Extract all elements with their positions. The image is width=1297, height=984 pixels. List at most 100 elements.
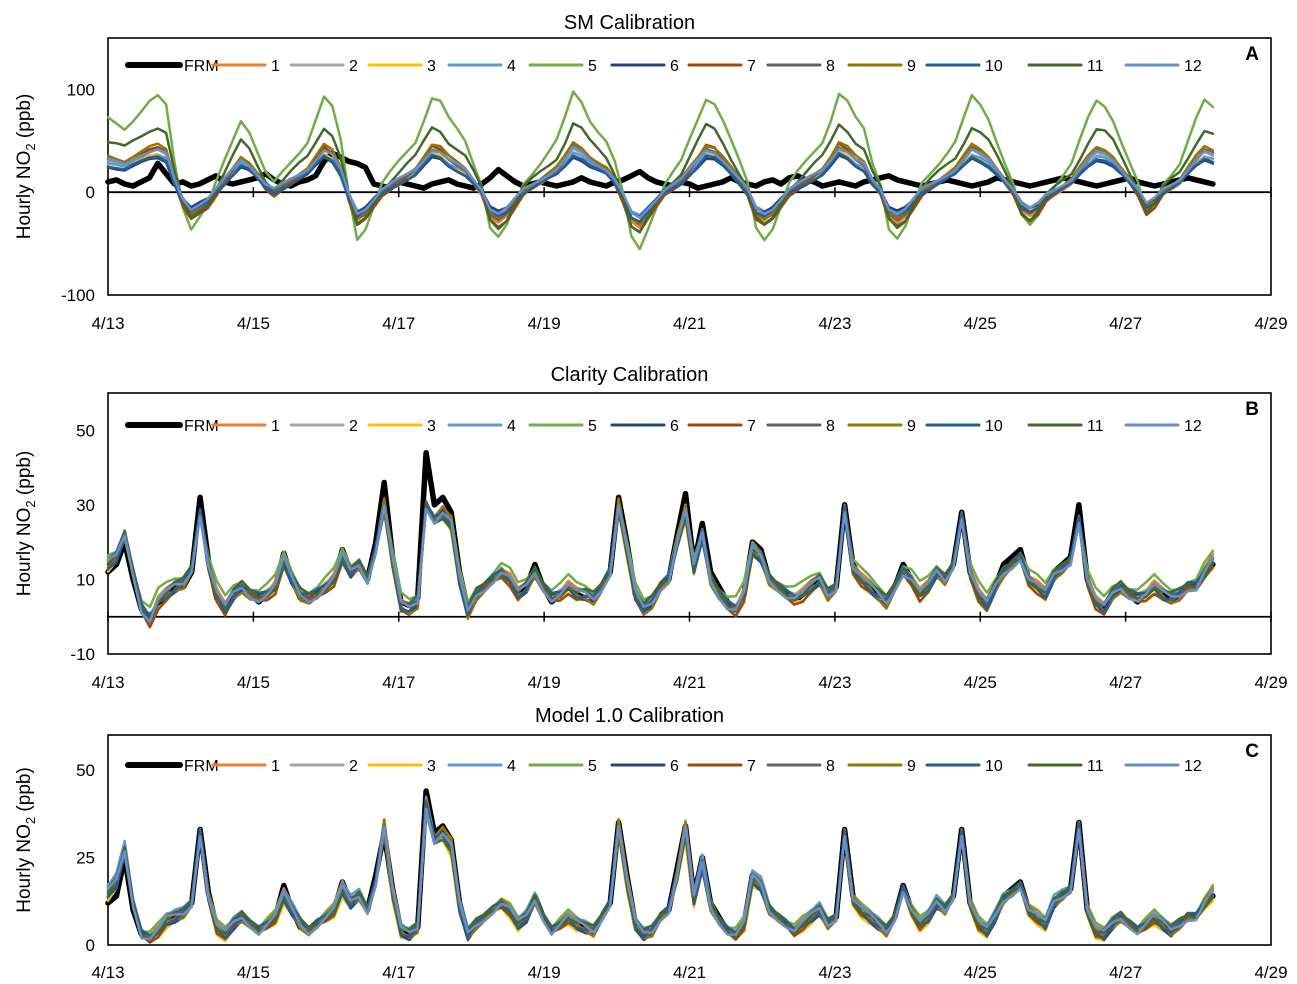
legend-label: 12 (1184, 758, 1202, 775)
y-axis-label-main: Hourly NO (14, 508, 35, 597)
y-tick-label: 25 (76, 849, 95, 868)
legend-label: 6 (670, 58, 679, 75)
y-axis-label: Hourly NO2 (ppb) (14, 767, 38, 913)
x-tick-label: 4/29 (1254, 673, 1287, 692)
y-axis-label-main: Hourly NO (14, 824, 35, 913)
x-tick-label: 4/23 (818, 673, 851, 692)
panel-letter: B (1245, 399, 1259, 420)
y-tick-label: -10 (70, 645, 95, 664)
legend-label: 2 (349, 418, 358, 435)
x-tick-label: 4/13 (91, 673, 124, 692)
legend-label: 4 (507, 418, 516, 435)
series-lines (105, 90, 1216, 251)
legend-label: 11 (1087, 758, 1104, 775)
series-line-6 (106, 501, 1215, 620)
legend-label: 5 (588, 758, 597, 775)
legend-label: 1 (271, 58, 280, 75)
x-tick-label: 4/27 (1109, 963, 1142, 982)
legend-label: 7 (747, 758, 756, 775)
panel-letter: A (1245, 44, 1259, 65)
legend-label: 10 (985, 418, 1003, 435)
x-tick-label: 4/13 (91, 314, 124, 333)
legend-label: 9 (907, 758, 916, 775)
legend-label: 10 (985, 758, 1003, 775)
chart-title: Clarity Calibration (551, 364, 709, 386)
legend-label: 10 (985, 58, 1003, 75)
x-tick-label: 4/15 (237, 314, 270, 333)
y-tick-label: 50 (76, 761, 95, 780)
series-lines (105, 788, 1216, 944)
y-tick-label: 0 (86, 183, 95, 202)
x-tick-label: 4/13 (91, 963, 124, 982)
series-line-6 (106, 154, 1215, 219)
legend-label: 7 (747, 418, 756, 435)
series-line-3 (106, 503, 1215, 625)
chart-panel-b: Clarity Calibration -10 10 30 50 4/13 4/15 4/17… (14, 364, 1288, 692)
legend-label: 12 (1184, 58, 1202, 75)
legend-label: 1 (271, 758, 280, 775)
legend-label: 3 (427, 758, 436, 775)
series-line-11 (106, 504, 1215, 623)
legend-label: FRM (184, 758, 219, 775)
series-line-12 (106, 807, 1215, 941)
legend-label: 2 (349, 58, 358, 75)
x-tick-label: 4/19 (528, 673, 561, 692)
x-tick-label: 4/27 (1109, 314, 1142, 333)
legend-label: 3 (427, 58, 436, 75)
legend-label: 8 (826, 58, 835, 75)
legend-label: 9 (907, 418, 916, 435)
legend-label: 5 (588, 58, 597, 75)
legend-label: 8 (826, 418, 835, 435)
legend-label: 4 (507, 758, 516, 775)
series-line-9 (106, 497, 1215, 622)
y-axis-label: Hourly NO2 (ppb) (14, 94, 38, 240)
series-line-2 (106, 499, 1215, 619)
x-tick-label: 4/19 (528, 314, 561, 333)
series-line-7 (106, 500, 1215, 629)
series-line-4 (106, 503, 1215, 625)
panel-letter: C (1245, 741, 1259, 762)
x-tick-label: 4/25 (964, 673, 997, 692)
series-line-10 (106, 501, 1215, 618)
legend-label: 2 (349, 758, 358, 775)
legend-label: 3 (427, 418, 436, 435)
legend-label: 11 (1087, 418, 1104, 435)
x-tick-label: 4/21 (673, 963, 706, 982)
series-line-1 (106, 499, 1215, 621)
x-tick-label: 4/25 (964, 314, 997, 333)
x-tick-label: 4/27 (1109, 673, 1142, 692)
series-line-8 (106, 505, 1215, 624)
x-tick-label: 4/23 (818, 314, 851, 333)
x-tick-label: 4/25 (964, 963, 997, 982)
series-line-1 (106, 144, 1215, 229)
x-tick-label: 4/15 (237, 963, 270, 982)
y-tick-label: -100 (61, 286, 95, 305)
legend-label: FRM (184, 418, 219, 435)
x-tick-label: 4/17 (382, 673, 415, 692)
legend-label: 7 (747, 58, 756, 75)
y-axis-label-main: Hourly NO (14, 151, 35, 240)
legend-label: 9 (907, 58, 916, 75)
plot-frame (107, 392, 1272, 655)
x-tick-label: 4/17 (382, 314, 415, 333)
y-tick-label: 10 (76, 570, 95, 589)
legend-label: 1 (271, 418, 280, 435)
x-tick-label: 4/17 (382, 963, 415, 982)
legend-label: 6 (670, 758, 679, 775)
x-tick-label: 4/19 (528, 963, 561, 982)
legend-label: 8 (826, 758, 835, 775)
legend: FRM 1 2 3 4 5 6 7 8 9 10 11 12 (125, 58, 1202, 75)
series-line-12 (106, 504, 1215, 623)
x-tick-label: 4/29 (1254, 963, 1287, 982)
series-line-5 (106, 90, 1215, 251)
x-tick-label: 4/23 (818, 963, 851, 982)
legend: FRM 1 2 3 4 5 6 7 8 9 10 11 12 (125, 418, 1202, 435)
y-axis-label-unit: (ppb) (14, 767, 35, 817)
legend-label: 5 (588, 418, 597, 435)
series-lines (105, 449, 1216, 629)
y-axis-label-subscript: 2 (23, 143, 38, 150)
y-axis-label-subscript: 2 (23, 500, 38, 507)
legend: FRM 1 2 3 4 5 6 7 8 9 10 11 12 (125, 758, 1202, 775)
chart-panel-a: SM Calibration -100 0 100 4/13 4/15 4/17 4/19 4/… (14, 12, 1288, 333)
